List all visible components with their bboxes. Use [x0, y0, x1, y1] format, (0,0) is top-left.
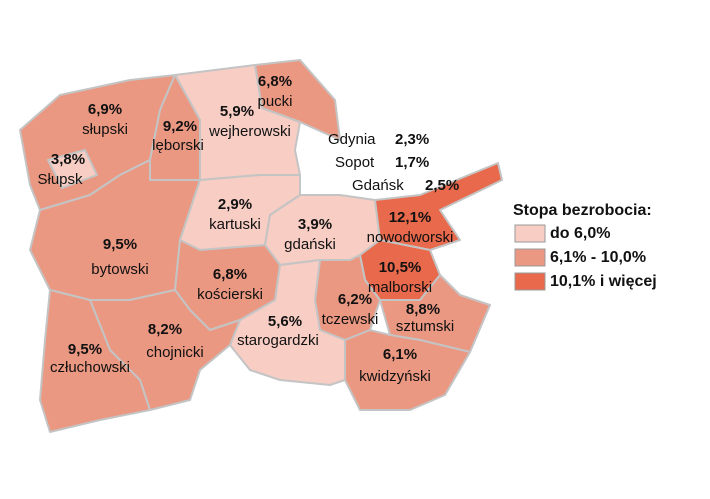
region	[39, 289, 151, 433]
region-value: 6,8%	[213, 266, 247, 283]
region-value: 12,1%	[389, 209, 432, 226]
region-name: kościerski	[197, 286, 263, 303]
city-value: 2,5%	[425, 177, 459, 194]
region-name: bytowski	[91, 261, 149, 278]
legend-swatch	[514, 224, 546, 243]
legend-label: do 6,0%	[550, 225, 610, 242]
region-name: Słupsk	[37, 171, 83, 188]
region	[47, 149, 98, 189]
region-value: 3,8%	[51, 151, 85, 168]
region-name: kwidzyński	[359, 368, 431, 385]
region-value: 10,5%	[379, 259, 422, 276]
region-name: lęborski	[152, 137, 204, 154]
legend-title: Stopa bezrobocia:	[513, 202, 652, 219]
region-value: 9,2%	[163, 118, 197, 135]
city-value: 1,7%	[395, 154, 429, 171]
region-name: tczewski	[322, 311, 379, 328]
region-name: kartuski	[209, 216, 261, 233]
region-name: człuchowski	[50, 359, 130, 376]
legend-swatch	[514, 248, 546, 267]
city-name: Gdynia	[328, 131, 376, 148]
region-name: gdański	[284, 236, 336, 253]
region-name: starogardzki	[237, 332, 319, 349]
region-name: malborski	[368, 279, 432, 296]
legend-label: 10,1% i więcej	[550, 273, 657, 290]
region-value: 2,9%	[218, 196, 252, 213]
region-name: pucki	[257, 93, 292, 110]
legend-label: 6,1% - 10,0%	[550, 249, 646, 266]
region-value: 6,8%	[258, 73, 292, 90]
region-value: 3,9%	[298, 216, 332, 233]
region-name: nowodworski	[367, 229, 454, 246]
city-value: 2,3%	[395, 131, 429, 148]
region-value: 9,5%	[68, 341, 102, 358]
region-value: 8,8%	[406, 301, 440, 318]
region-value: 6,9%	[88, 101, 122, 118]
region-value: 8,2%	[148, 321, 182, 338]
region-name: sztumski	[396, 318, 454, 335]
city-name: Sopot	[335, 154, 375, 171]
region-value: 6,1%	[383, 346, 417, 363]
city-name: Gdańsk	[352, 177, 404, 194]
legend-swatch	[514, 272, 546, 291]
region-value: 5,6%	[268, 313, 302, 330]
region-value: 5,9%	[220, 103, 254, 120]
region-value: 6,2%	[338, 291, 372, 308]
region	[229, 259, 346, 386]
region-name: chojnicki	[146, 344, 204, 361]
region-name: wejherowski	[208, 123, 291, 140]
region-value: 9,5%	[103, 236, 137, 253]
region-name: słupski	[82, 121, 128, 138]
